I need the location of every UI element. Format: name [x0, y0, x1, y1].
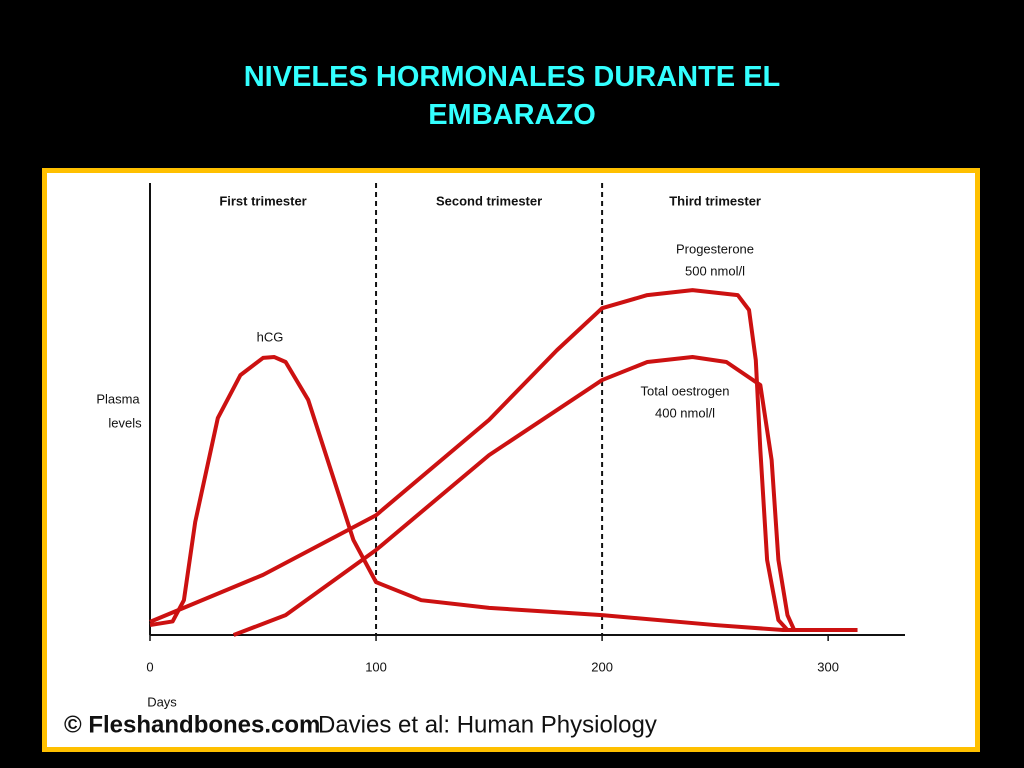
series-line	[149, 288, 789, 632]
series-note: 400 nmol/l	[655, 405, 715, 420]
x-tick-label: 0	[146, 659, 153, 674]
title-line: EMBARAZO	[428, 99, 596, 131]
region-label: First trimester	[219, 193, 306, 208]
x-tick-label: 300	[817, 659, 839, 674]
series-label: Progesterone	[676, 241, 754, 256]
region-label: Third trimester	[669, 193, 761, 208]
title-line: NIVELES HORMONALES DURANTE EL	[243, 61, 781, 93]
credit-reference: Davies et al: Human Physiology	[318, 711, 657, 738]
chart-panel	[42, 168, 980, 752]
series-line	[149, 355, 858, 633]
series-line	[232, 355, 797, 637]
credit-source: © Fleshandbones.com	[64, 711, 320, 738]
series-label: Total oestrogen	[641, 383, 730, 398]
slide-title: NIVELES HORMONALES DURANTE EL EMBARAZO	[0, 58, 1024, 134]
y-axis-label: Plasma	[96, 391, 140, 406]
series-note: 500 nmol/l	[685, 263, 745, 278]
region-label: Second trimester	[436, 193, 542, 208]
x-tick-label: 200	[591, 659, 613, 674]
x-tick-label: 100	[365, 659, 387, 674]
y-axis-label: levels	[108, 415, 142, 430]
series-label: hCG	[257, 329, 284, 344]
x-axis-label: Days	[147, 694, 177, 709]
